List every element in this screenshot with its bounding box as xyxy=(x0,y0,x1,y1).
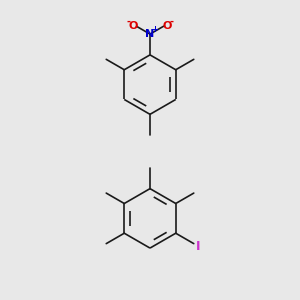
Text: O: O xyxy=(128,21,137,32)
Text: +: + xyxy=(151,26,158,34)
Text: N: N xyxy=(146,29,154,39)
Text: -: - xyxy=(126,16,130,27)
Text: O: O xyxy=(163,21,172,32)
Text: -: - xyxy=(170,16,174,27)
Text: I: I xyxy=(196,239,200,253)
